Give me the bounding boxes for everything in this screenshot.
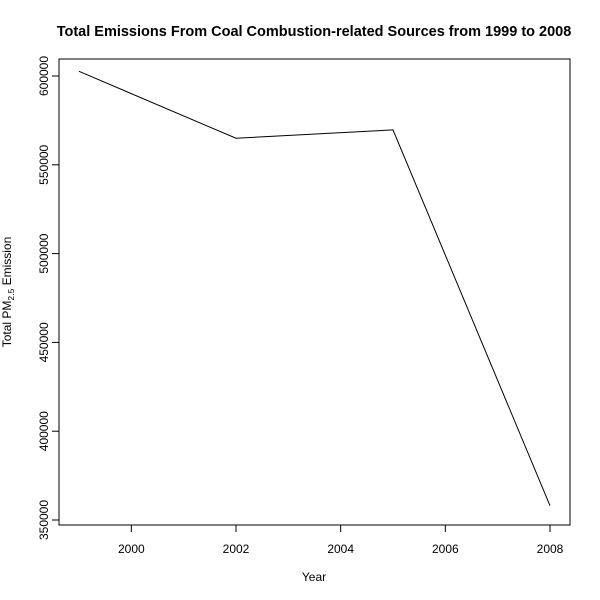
y-axis-label-suffix: Emission [0,237,14,289]
plot-frame [58,58,571,526]
y-tick-label: 400000 [37,411,51,451]
x-axis: 2000 2002 2004 2006 2008 [118,524,564,556]
x-tick-label: 2006 [432,542,459,556]
y-tick-label: 550000 [37,144,51,184]
y-tick-label: 350000 [37,500,51,540]
x-tick-label: 2002 [223,542,250,556]
chart-title: Total Emissions From Coal Combustion-rel… [57,24,572,40]
y-tick-label: 450000 [37,322,51,362]
y-axis-label-prefix: Total PM [0,301,14,348]
y-tick-label: 600000 [37,56,51,96]
y-axis-label: Total PM2.5 Emission [0,237,16,348]
y-axis: 350000 400000 450000 500000 550000 600000 [37,56,60,540]
x-tick-label: 2004 [327,542,354,556]
x-tick-label: 2000 [118,542,145,556]
y-axis-label-subscript: 2.5 [6,288,16,300]
y-tick-label: 500000 [37,233,51,273]
x-tick-label: 2008 [537,542,564,556]
x-axis-label: Year [302,570,326,584]
series-line [78,70,551,506]
